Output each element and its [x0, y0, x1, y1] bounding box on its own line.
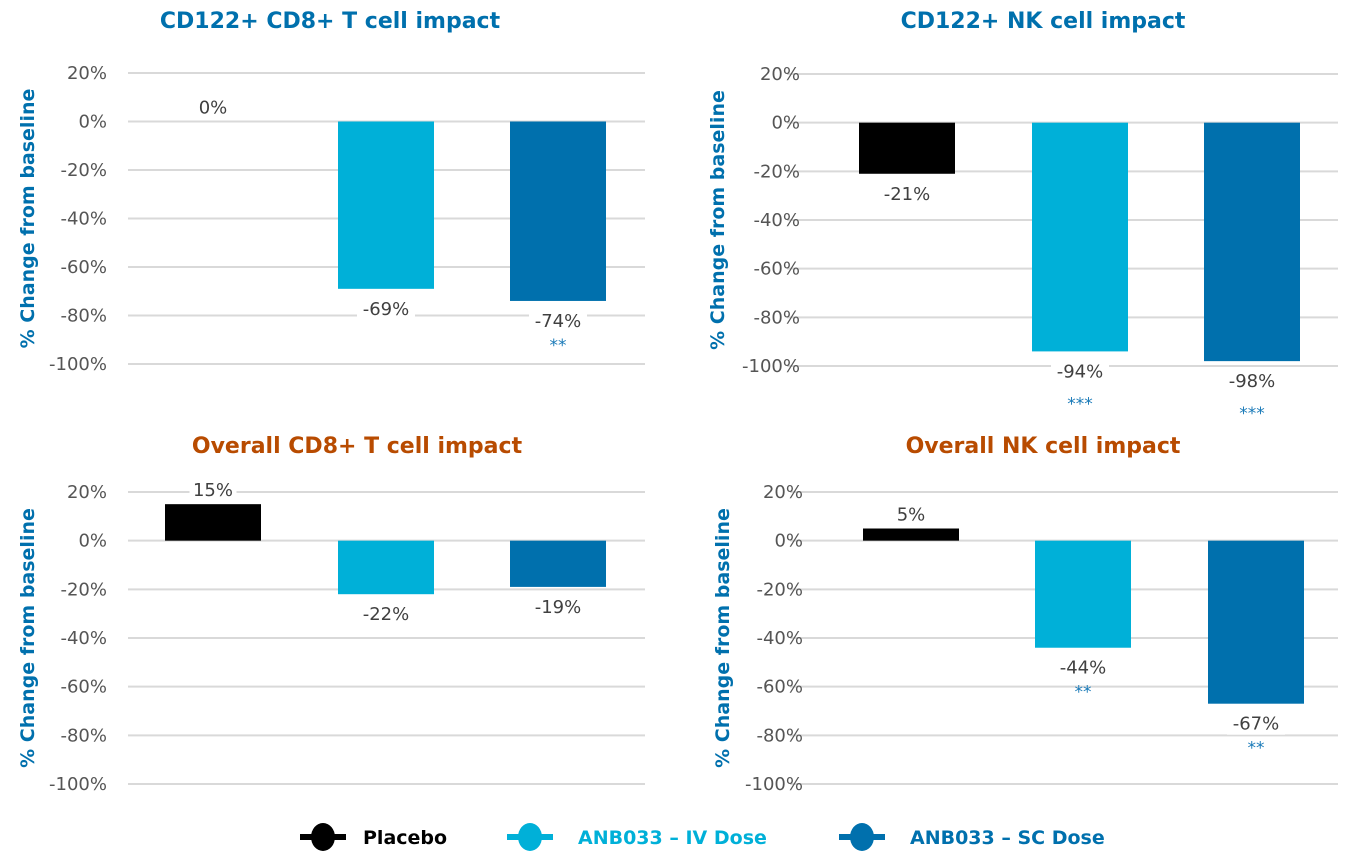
data-label: 5%	[897, 505, 926, 526]
y-tick-label: -60%	[756, 677, 803, 698]
significance-marker: **	[550, 336, 567, 356]
legend-marker-icon	[850, 823, 874, 851]
data-label-background	[1051, 358, 1109, 383]
y-tick-label: -60%	[60, 257, 107, 278]
chart-title: CD122+ CD8+ T cell impact	[160, 9, 501, 34]
significance-marker: ***	[1067, 394, 1093, 414]
legend-label: ANB033 – IV Dose	[578, 827, 767, 849]
legend-label: Placebo	[363, 827, 447, 849]
y-tick-label: 20%	[67, 482, 107, 503]
y-tick-label: 20%	[763, 482, 803, 503]
data-label-background	[357, 601, 415, 626]
data-label: -21%	[884, 184, 931, 205]
y-tick-label: 0%	[774, 531, 803, 552]
chart-panel-1: CD122+ CD8+ T cell impact 20% 0% -20% -40% -6…	[17, 9, 645, 375]
y-tick-label: -40%	[756, 628, 803, 649]
y-tick-label: -40%	[753, 210, 800, 231]
data-label-background	[878, 180, 936, 205]
data-label: -94%	[1057, 361, 1104, 382]
y-axis-label: % Change from baseline	[712, 508, 734, 768]
chart-panel-2: CD122+ NK cell impact 20% 0% -20% -40% -60% -8…	[707, 9, 1338, 424]
y-tick-label: -60%	[753, 259, 800, 280]
y-tick-label: -20%	[753, 161, 800, 182]
data-label-background	[1223, 368, 1281, 393]
data-label-background	[195, 94, 231, 119]
y-axis-label: % Change from baseline	[17, 89, 39, 349]
data-label: 0%	[199, 98, 228, 119]
data-label-background	[893, 501, 929, 526]
bar-placebo	[165, 504, 261, 541]
data-label: -44%	[1060, 658, 1107, 679]
bar-iv	[1035, 540, 1131, 648]
legend-item-iv: ANB033 – IV Dose	[507, 823, 767, 851]
y-tick-label: -40%	[60, 209, 107, 230]
bar-iv	[338, 540, 434, 595]
chart-title: CD122+ NK cell impact	[901, 9, 1186, 34]
y-tick-label: -100%	[49, 774, 107, 795]
data-label: -22%	[363, 604, 410, 625]
data-label: 15%	[193, 480, 233, 501]
bar-sc	[510, 540, 606, 587]
significance-marker: **	[1075, 683, 1092, 703]
data-label-background	[529, 593, 587, 618]
y-tick-label: 0%	[78, 531, 107, 552]
chart-title: Overall CD8+ T cell impact	[192, 434, 523, 459]
bar-placebo	[863, 528, 959, 541]
chart-panel-3: Overall CD8+ T cell impact 20% 0% -20% -40% -…	[17, 434, 645, 795]
bar-placebo	[859, 122, 955, 174]
y-tick-label: -20%	[60, 160, 107, 181]
bar-sc	[510, 121, 606, 301]
y-tick-label: -80%	[756, 725, 803, 746]
y-tick-label: -40%	[60, 628, 107, 649]
y-tick-label: 20%	[67, 63, 107, 84]
y-tick-label: 0%	[78, 112, 107, 133]
data-label: -19%	[535, 597, 582, 618]
y-tick-label: -100%	[49, 354, 107, 375]
data-label-background	[529, 307, 587, 332]
bar-sc	[1204, 122, 1300, 362]
data-label: -74%	[535, 311, 582, 332]
y-tick-label: -100%	[745, 774, 803, 795]
legend-item-placebo: Placebo	[300, 823, 447, 851]
significance-marker: ***	[1239, 404, 1265, 424]
bar-iv	[338, 121, 434, 289]
legend-item-sc: ANB033 – SC Dose	[839, 823, 1105, 851]
chart-panel-4: Overall NK cell impact 20% 0% -20% -40% -60% -…	[712, 434, 1338, 795]
chart-title: Overall NK cell impact	[906, 434, 1181, 459]
legend-label: ANB033 – SC Dose	[910, 827, 1105, 849]
data-label: -69%	[363, 299, 410, 320]
data-label-background	[1054, 654, 1112, 679]
bar-sc	[1208, 540, 1304, 704]
y-axis-label: % Change from baseline	[707, 90, 729, 350]
data-label: -98%	[1229, 371, 1276, 392]
y-tick-label: 0%	[771, 113, 800, 134]
y-tick-label: 20%	[760, 64, 800, 85]
significance-marker: **	[1248, 739, 1265, 759]
y-tick-label: -60%	[60, 677, 107, 698]
legend: Placebo ANB033 – IV Dose ANB033 – SC Dose	[300, 823, 1105, 851]
data-label: -67%	[1233, 714, 1280, 735]
y-axis-label: % Change from baseline	[17, 508, 39, 768]
bar-iv	[1032, 122, 1128, 352]
y-tick-label: -80%	[60, 725, 107, 746]
y-tick-label: -80%	[753, 307, 800, 328]
legend-marker-icon	[518, 823, 542, 851]
y-tick-label: -100%	[742, 356, 800, 377]
data-label-background	[357, 295, 415, 320]
legend-marker-icon	[311, 823, 335, 851]
data-label-background	[189, 477, 237, 502]
y-tick-label: -20%	[60, 579, 107, 600]
data-label-background	[1227, 710, 1285, 735]
y-tick-label: -20%	[756, 579, 803, 600]
y-tick-label: -80%	[60, 306, 107, 327]
